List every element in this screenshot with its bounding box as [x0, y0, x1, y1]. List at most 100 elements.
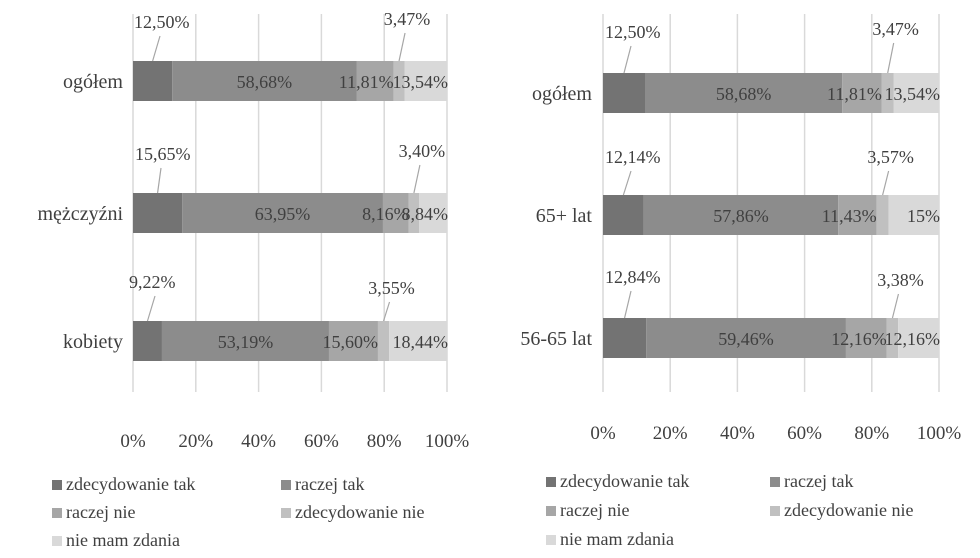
x-tick-label: 0% [590, 423, 616, 444]
bar-segment [356, 61, 394, 101]
data-label: 3,55% [368, 278, 415, 298]
data-label: 58,68% [716, 84, 772, 104]
bar-segment [419, 193, 447, 233]
data-label: 11,81% [339, 72, 394, 92]
legend-swatch [770, 506, 780, 516]
bar-segment [408, 193, 420, 233]
data-label: 12,14% [605, 147, 661, 167]
x-tick-label: 20% [653, 423, 688, 444]
data-label: 12,50% [605, 22, 661, 42]
bar-segment [845, 318, 887, 358]
x-tick-label: 100% [917, 423, 962, 444]
bar-segment [842, 73, 882, 113]
chart-2: 0% 20% 40% 60% 80% 100% ogółem 58,68% 11,81% 13,5… [520, 14, 961, 549]
bar-segment [133, 61, 173, 101]
data-label: 58,68% [237, 72, 293, 92]
leader-line [146, 295, 156, 322]
data-label: 59,46% [718, 329, 774, 349]
data-label: 3,38% [877, 270, 924, 290]
bar-segment [377, 321, 390, 361]
leader-line [623, 290, 632, 319]
leader-line [398, 32, 406, 62]
leader-line [413, 164, 421, 194]
bar-segment [603, 195, 644, 235]
bar-segment [876, 195, 889, 235]
legend-label: raczej tak [784, 471, 853, 491]
legend-swatch [546, 535, 556, 545]
leader-line [152, 35, 161, 62]
category-label: mężczyźni [38, 203, 124, 225]
legend-label: raczej nie [66, 502, 135, 522]
data-label: 53,19% [218, 332, 274, 352]
x-tick-label: 40% [720, 423, 755, 444]
legend-label: raczej tak [295, 474, 364, 494]
bar-segment [133, 321, 162, 361]
legend-swatch [770, 477, 780, 487]
data-label: 3,47% [384, 9, 431, 29]
data-label: 15,60% [322, 332, 378, 352]
x-tick-label: 20% [178, 431, 213, 452]
data-label: 12,16% [885, 329, 941, 349]
legend-label: zdecydowanie nie [295, 502, 424, 522]
category-label: 65+ lat [536, 205, 593, 227]
legend-swatch [546, 477, 556, 487]
category-label: kobiety [63, 331, 123, 353]
leader-line [623, 45, 632, 74]
bar-segment [382, 193, 409, 233]
bar-segment [161, 321, 329, 361]
data-label: 13,54% [885, 84, 941, 104]
bar-segment [898, 318, 939, 358]
bar-segment [182, 193, 383, 233]
data-label: 8,16% [362, 204, 409, 224]
bar-segment [404, 61, 447, 101]
data-label: 11,81% [827, 84, 882, 104]
data-label: 15,65% [135, 144, 191, 164]
bar-segment [328, 321, 378, 361]
legend-label: nie mam zdania [66, 530, 180, 550]
x-tick-label: 80% [854, 423, 889, 444]
x-tick-label: 40% [241, 431, 276, 452]
x-tick-label: 100% [425, 431, 470, 452]
legend-label: nie mam zdania [560, 529, 674, 549]
data-label: 63,95% [255, 204, 311, 224]
data-label: 12,50% [134, 12, 190, 32]
leader-line [891, 293, 900, 319]
data-label: 57,86% [713, 206, 769, 226]
category-label: ogółem [63, 71, 123, 93]
data-label: 11,43% [822, 206, 877, 226]
legend-swatch [281, 508, 291, 518]
bar-segment [389, 321, 447, 361]
x-tick-label: 80% [367, 431, 402, 452]
bar-segment [893, 73, 939, 113]
legend-label: zdecydowanie tak [560, 471, 689, 491]
category-label: ogółem [532, 83, 592, 105]
data-label: 12,16% [831, 329, 887, 349]
data-label: 15% [907, 206, 940, 226]
data-label: 9,22% [129, 272, 176, 292]
legend-label: zdecydowanie tak [66, 474, 195, 494]
x-tick-label: 60% [304, 431, 339, 452]
data-label: 3,57% [867, 147, 914, 167]
bar-segment [645, 73, 843, 113]
leader-line [882, 170, 890, 196]
bar-segment [881, 73, 894, 113]
data-label: 13,54% [393, 72, 449, 92]
category-label: 56-65 lat [520, 328, 592, 350]
bar-segment [888, 195, 939, 235]
legend-swatch [281, 480, 291, 490]
leader-line [156, 167, 162, 194]
leader-line [887, 42, 895, 74]
data-label: 8,84% [402, 204, 449, 224]
bar-segment [393, 61, 405, 101]
legend-swatch [52, 536, 62, 546]
legend-swatch [52, 480, 62, 490]
bar-segment [172, 61, 357, 101]
legend-swatch [52, 508, 62, 518]
bar-segment [603, 73, 645, 113]
legend-label: raczej nie [560, 500, 629, 520]
legend-swatch [546, 506, 556, 516]
bar-segment [838, 195, 877, 235]
bar-segment [643, 195, 839, 235]
bar-segment [646, 318, 846, 358]
